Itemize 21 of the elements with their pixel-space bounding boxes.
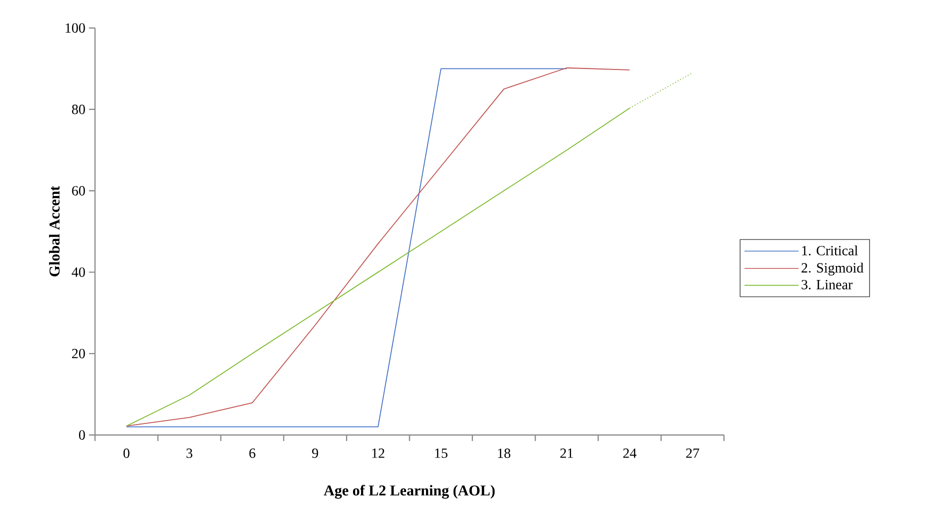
x-axis-title: Age of L2 Learning (AOL) xyxy=(324,484,495,499)
legend-label: 2. Sigmoid xyxy=(802,262,864,276)
x-tick-label: 24 xyxy=(623,448,636,458)
x-tick-label: 9 xyxy=(312,448,318,458)
x-tick-label: 12 xyxy=(372,448,384,458)
y-tick-label: 0 xyxy=(79,430,85,440)
x-tick-label: 18 xyxy=(498,448,510,458)
x-tick-label: 21 xyxy=(560,448,573,458)
y-tick-label: 100 xyxy=(66,23,85,33)
x-tick-label: 0 xyxy=(123,448,130,458)
x-tick-label: 3 xyxy=(186,448,192,458)
legend-label: 3. Linear xyxy=(802,280,853,290)
y-tick-label: 40 xyxy=(72,267,85,277)
y-tick-label: 80 xyxy=(72,104,85,114)
y-tick-label: 60 xyxy=(72,186,85,196)
x-tick-label: 6 xyxy=(249,448,256,458)
x-tick-label: 27 xyxy=(686,448,700,458)
legend-label: 1. Critical xyxy=(802,246,858,256)
y-axis-title: Global Accent xyxy=(49,186,60,276)
x-tick-label: 15 xyxy=(435,448,448,458)
y-tick-label: 20 xyxy=(72,348,85,358)
